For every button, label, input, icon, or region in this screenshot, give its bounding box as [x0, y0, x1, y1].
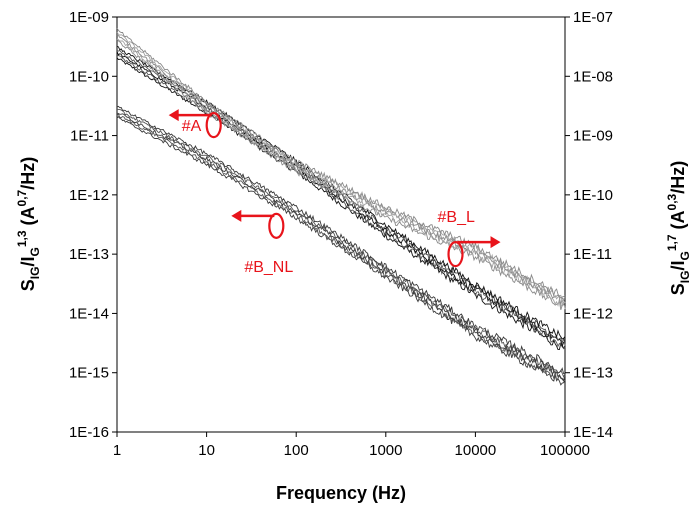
left-y-tick-label: 1E-15	[69, 365, 109, 382]
tick-layer: 1 10 100 1000 10000 100000 1E-16 1E-15 1E-14 1E-1…	[69, 9, 613, 459]
left-y-tick-label: 1E-12	[69, 187, 109, 204]
series-trace	[116, 39, 566, 310]
left-y-tick-label: 1E-14	[69, 305, 109, 322]
annotation-ellipse	[447, 241, 464, 268]
left-y-axis-title: SIG/IG1,3 (A0,7/Hz)	[15, 157, 42, 291]
x-axis-title: Frequency (Hz)	[276, 483, 406, 503]
x-tick-label: 100	[284, 442, 309, 459]
series-a	[116, 45, 566, 351]
right-y-tick-label: 1E-14	[573, 424, 613, 441]
left-y-tick-label: 1E-16	[69, 424, 109, 441]
series-trace	[116, 38, 566, 310]
right-y-tick-label: 1E-13	[573, 365, 613, 382]
right-y-tick-label: 1E-07	[573, 9, 613, 26]
annotation-layer: #A #B_L #B_NL	[168, 109, 501, 276]
left-y-title-mid: /I	[18, 257, 38, 267]
annotation-ellipse	[268, 212, 285, 239]
series-b_l	[116, 28, 566, 310]
series-trace	[116, 57, 566, 351]
annotation-arrowhead	[231, 209, 242, 222]
x-tick-label: 10000	[455, 442, 497, 459]
series-trace	[116, 51, 566, 348]
left-y-tick-label: 1E-09	[69, 9, 109, 26]
series-trace	[116, 105, 565, 375]
right-y-title-main: S	[668, 283, 688, 295]
right-y-title-sub2: G	[678, 251, 692, 260]
x-tick-label: 10	[198, 442, 215, 459]
right-y-title-sup2: 0,3	[665, 193, 679, 210]
left-y-title-unit: (A	[18, 206, 38, 230]
left-y-title-main: S	[18, 279, 38, 291]
left-y-tick-label: 1E-13	[69, 246, 109, 263]
right-y-title-unit: (A	[668, 210, 688, 234]
right-y-title-sub1: IG	[678, 271, 692, 284]
x-tick-label: 1	[113, 442, 121, 459]
left-y-title-sub2: G	[28, 247, 42, 256]
right-y-title-sup1: 1,7	[665, 234, 679, 251]
right-y-title-end: /Hz)	[668, 161, 688, 194]
right-y-tick-label: 1E-09	[573, 128, 613, 145]
right-y-tick-label: 1E-10	[573, 187, 613, 204]
series-b_nl	[116, 105, 566, 386]
right-y-axis-title: SIG/IG1,7 (A0,3/Hz)	[665, 161, 692, 295]
series-trace	[116, 28, 566, 299]
annotation-label: #A	[182, 118, 202, 135]
right-y-tick-label: 1E-08	[573, 68, 613, 85]
left-y-tick-label: 1E-11	[70, 128, 109, 145]
annotation-arrowhead	[168, 109, 179, 122]
x-tick-label: 100000	[540, 442, 590, 459]
plot-area-frame	[116, 16, 566, 433]
annotation-label: #B_L	[438, 209, 475, 226]
x-tick-label: 1000	[369, 442, 402, 459]
annotation-ellipse	[205, 112, 222, 139]
annotation-arrowhead	[490, 236, 501, 249]
left-y-title-end: /Hz)	[18, 157, 38, 190]
right-y-title-mid: /I	[668, 261, 688, 271]
series-trace	[116, 113, 566, 381]
right-y-tick-label: 1E-11	[573, 246, 612, 263]
left-y-title-sub1: IG	[28, 267, 42, 280]
series-trace	[116, 32, 566, 304]
series-trace	[116, 112, 566, 382]
left-y-tick-label: 1E-10	[69, 68, 109, 85]
right-y-tick-label: 1E-12	[573, 305, 613, 322]
series-layer	[116, 28, 566, 386]
left-y-title-sup1: 1,3	[15, 230, 29, 247]
annotation-label: #B_NL	[244, 259, 293, 276]
left-y-title-sup2: 0,7	[15, 189, 29, 206]
